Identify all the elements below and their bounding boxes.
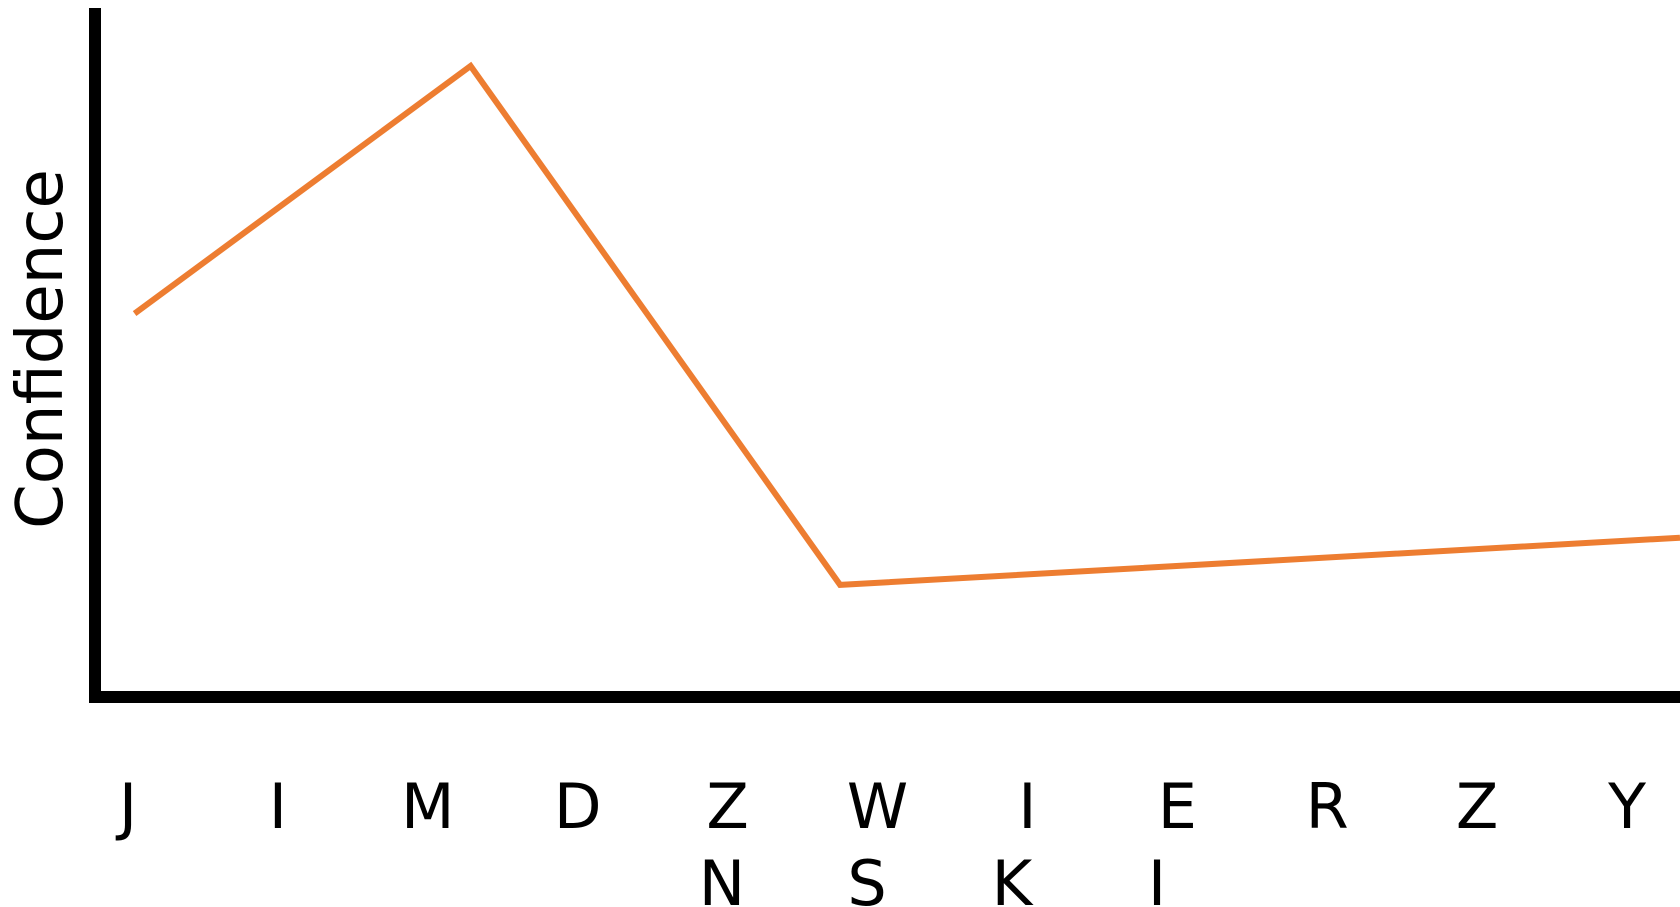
x-tick-label: R	[1306, 770, 1349, 843]
x-tick-label-secondary: K	[992, 847, 1034, 907]
x-tick-label: Y	[1607, 770, 1646, 843]
series-layer	[132, 61, 1680, 588]
x-tick-label: I	[1018, 770, 1036, 843]
x-tick-label-secondary: N	[699, 847, 745, 907]
series-line-0	[132, 61, 1680, 588]
x-tick-label: Z	[706, 770, 748, 843]
x-tick-label: E	[1158, 770, 1197, 843]
x-tick-label: I	[269, 770, 287, 843]
x-tick-label: J	[115, 770, 137, 843]
x-tick-label: Z	[1456, 770, 1498, 843]
y-axis-label: Confidence	[4, 169, 78, 529]
x-tick-label-secondary: I	[1148, 847, 1166, 907]
x-tick-label-secondary: S	[847, 847, 886, 907]
x-tick-label: D	[554, 770, 602, 843]
x-tick-label: W	[847, 770, 908, 843]
x-tick-label: M	[401, 770, 455, 843]
